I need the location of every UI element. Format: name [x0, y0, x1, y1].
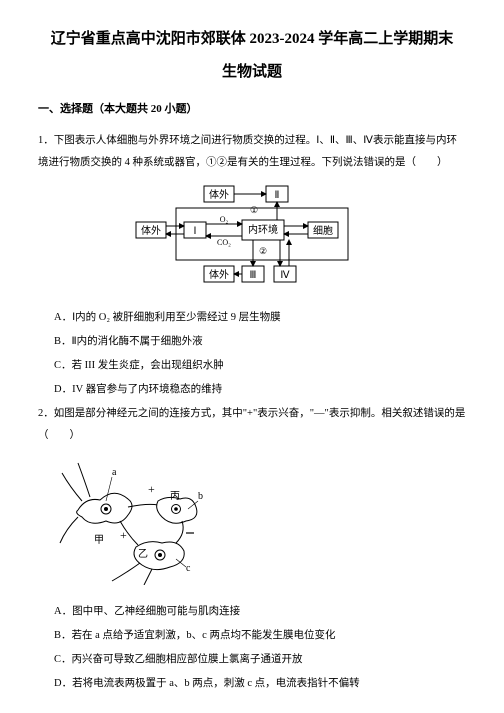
label-tiwai-bottom: 体外 [209, 269, 229, 281]
label-tiwai-top: 体外 [209, 189, 229, 201]
label-circ2: ② [259, 246, 267, 256]
q1-stem: 1．下图表示人体细胞与外界环境之间进行物质交换的过程。Ⅰ、Ⅱ、Ⅲ、Ⅳ表示能直接与… [38, 130, 466, 174]
label-xibao: 细胞 [313, 224, 333, 237]
label-jia: 甲 [94, 535, 104, 546]
label-roman4: Ⅳ [280, 270, 290, 281]
q2-figure: 甲 a 丙 + b 乙 c + [38, 455, 466, 591]
exam-title-line1: 辽宁省重点高中沈阳市郊联体 2023-2024 学年高二上学期期末 [38, 28, 466, 51]
label-o2: O₂ [220, 215, 229, 224]
q2-optB: B．若在 a 点给予适宜刺激，b、c 两点均不能发生膜电位变化 [38, 625, 466, 647]
label-c: c [186, 563, 191, 574]
q2-optC: C．丙兴奋可导致乙细胞相应部位膜上氯离子通道开放 [38, 649, 466, 671]
label-plus2: + [120, 528, 127, 542]
label-roman2: Ⅱ [275, 190, 280, 201]
q1-figure: 体外 Ⅱ 体外 Ⅰ 内环境 细胞 O₂ CO₂ ① 体外 Ⅲ [38, 182, 466, 298]
label-roman3: Ⅲ [250, 270, 257, 281]
q1-optB: B．Ⅱ内的消化酶不属于细胞外液 [38, 331, 466, 353]
q2-stem: 2．如图是部分神经元之间的连接方式，其中"+"表示兴奋，"—"表示抑制。相关叙述… [38, 403, 466, 447]
section-1-label: 一、选择题（本大题共 20 小题） [38, 101, 466, 118]
q2-optA: A．图中甲、乙神经细胞可能与肌肉连接 [38, 601, 466, 623]
label-a: a [112, 467, 117, 478]
label-neihuan: 内环境 [248, 223, 278, 236]
label-co2: CO₂ [217, 238, 231, 247]
label-tiwai-left: 体外 [141, 225, 161, 237]
label-plus: + [148, 482, 155, 496]
q2-optD: D．若将电流表两极置于 a、b 两点，刺激 c 点，电流表指针不偏转 [38, 673, 466, 695]
q1-optD: D．IV 器官参与了内环境稳态的维持 [38, 379, 466, 401]
label-roman1: Ⅰ [194, 226, 197, 237]
label-yi: 乙 [138, 548, 148, 560]
label-circ1: ① [250, 205, 258, 215]
exam-title-line2: 生物试题 [38, 61, 466, 84]
label-b: b [198, 491, 203, 502]
q1-optC: C．若 III 发生炎症，会出现组织水肿 [38, 355, 466, 377]
q1-optA: A．Ⅰ内的 O₂ 被肝细胞利用至少需经过 9 层生物膜 [38, 307, 466, 329]
label-bing: 丙 [170, 491, 180, 502]
